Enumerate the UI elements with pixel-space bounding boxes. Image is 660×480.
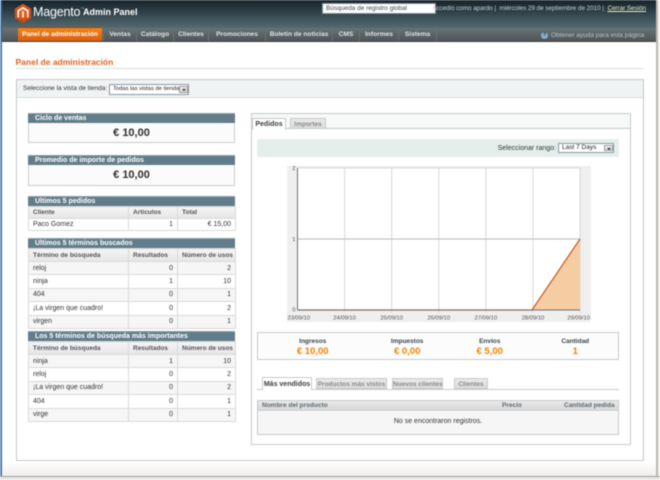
svg-text:2: 2	[292, 166, 295, 172]
svg-text:25/09/10: 25/09/10	[380, 316, 403, 322]
svg-text:26/09/10: 26/09/10	[428, 316, 451, 322]
svg-text:23/09/10: 23/09/10	[288, 316, 311, 322]
svg-text:27/09/10: 27/09/10	[475, 316, 498, 322]
svg-text:1: 1	[292, 237, 295, 243]
svg-text:29/09/10: 29/09/10	[567, 316, 590, 322]
svg-text:24/09/10: 24/09/10	[333, 316, 356, 322]
svg-text:0: 0	[292, 308, 295, 314]
svg-text:28/09/10: 28/09/10	[522, 316, 545, 322]
